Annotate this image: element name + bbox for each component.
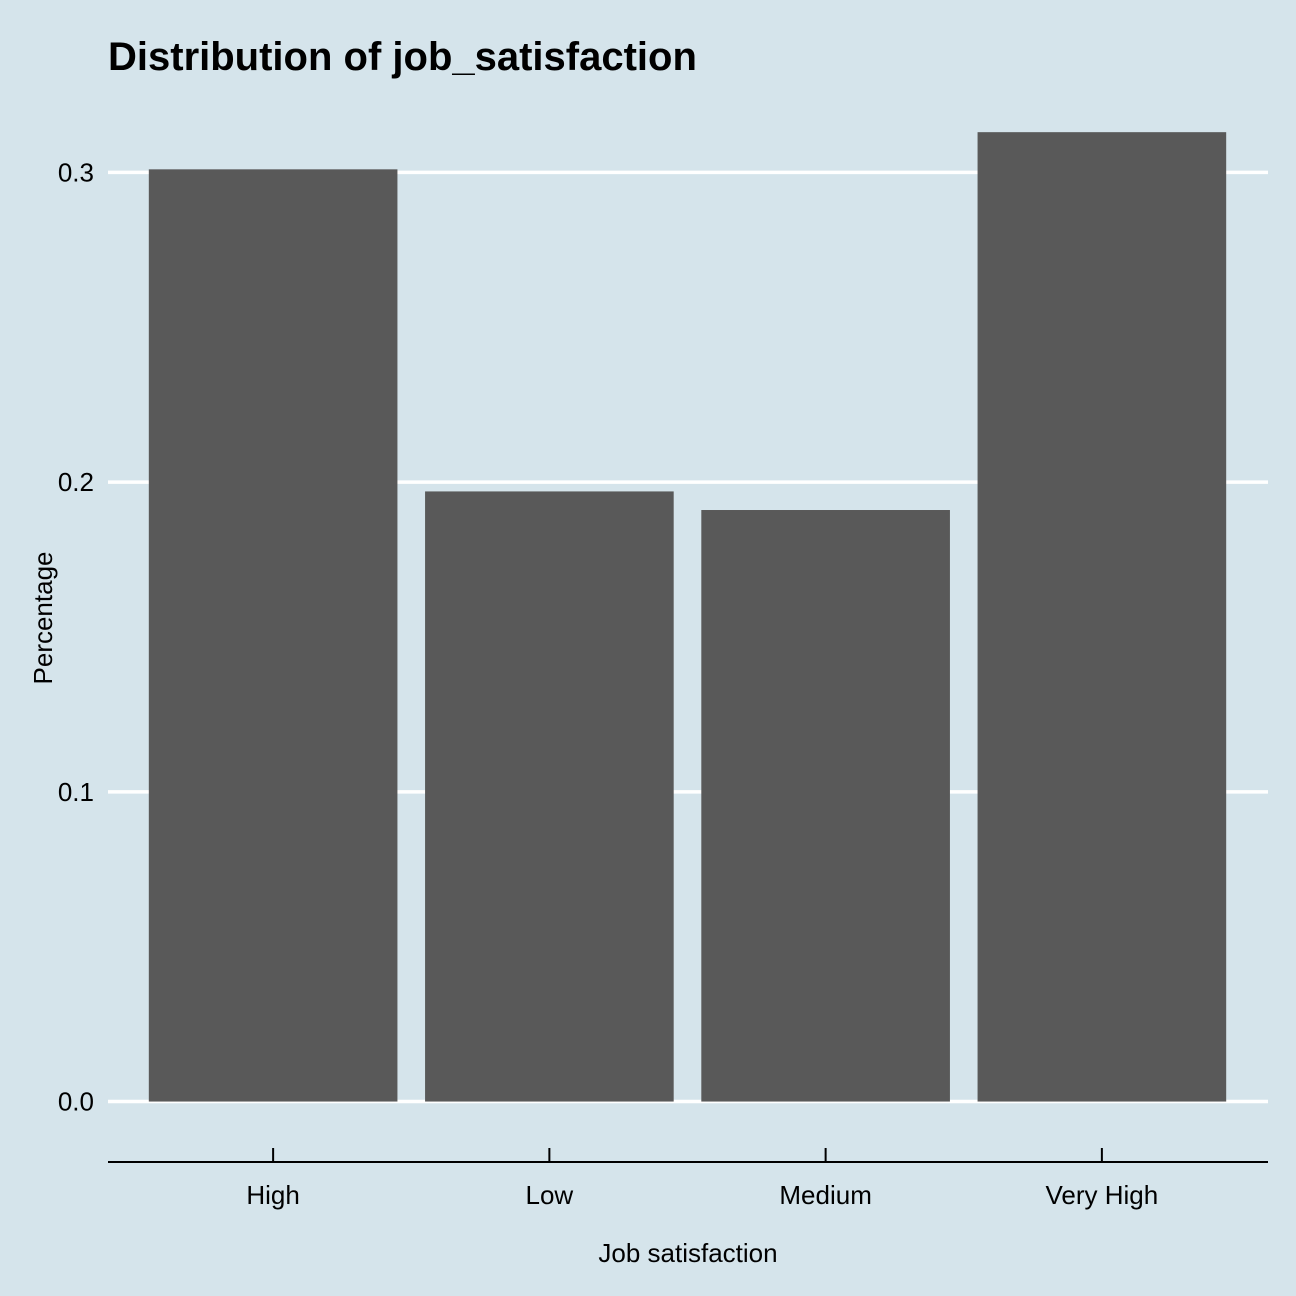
x-tick-label: High (246, 1180, 299, 1210)
bar-low (425, 491, 674, 1102)
bar-high (148, 169, 398, 1102)
y-axis: 0.0 0.1 0.2 0.3 (58, 157, 94, 1116)
chart-title: Distribution of job_satisfaction (108, 35, 697, 79)
y-tick-label: 0.0 (58, 1087, 94, 1117)
y-axis-title: Percentage (28, 552, 58, 685)
y-tick-label: 0.3 (58, 157, 94, 187)
y-tick-label: 0.2 (58, 467, 94, 497)
x-tick-label: Low (526, 1180, 574, 1210)
bars (148, 132, 1227, 1102)
bar-very-high (977, 132, 1227, 1102)
y-tick-label: 0.1 (58, 777, 94, 807)
x-axis-title: Job satisfaction (598, 1238, 777, 1268)
x-axis: High Low Medium Very High (108, 1148, 1268, 1210)
x-tick-label: Very High (1046, 1180, 1159, 1210)
bar-medium (701, 510, 950, 1102)
x-tick-label: Medium (779, 1180, 871, 1210)
